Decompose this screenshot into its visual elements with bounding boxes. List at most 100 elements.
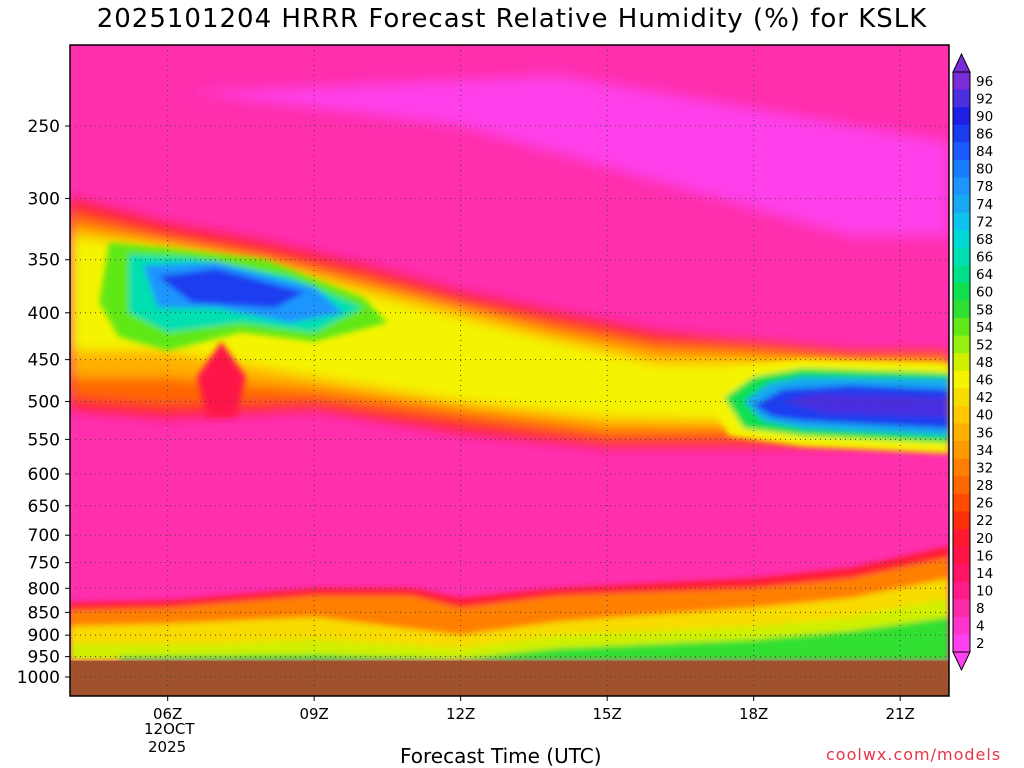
colorbar-swatch [953, 564, 970, 583]
colorbar-label: 86 [976, 127, 993, 143]
colorbar-label: 40 [976, 408, 993, 424]
ground-below-surface [70, 660, 949, 696]
y-axis: 250 300 350 400 450 500 550 600 650 700 750 800 850 9… [17, 117, 70, 688]
colorbar-top-arrow [952, 52, 971, 73]
colorbar-label: 84 [976, 144, 993, 160]
y-tick-label: 250 [28, 117, 60, 137]
colorbar-swatch [953, 124, 970, 143]
colorbar-label: 78 [976, 179, 993, 195]
colorbar-label: 92 [976, 91, 993, 107]
colorbar-frame [952, 71, 971, 653]
colorbar-swatch [953, 476, 970, 495]
x-axis: 06Z 09Z 12Z 15Z 18Z 21Z [153, 696, 915, 723]
colorbar: 9692908684807874726866646058545248464240… [952, 52, 993, 672]
colorbar-label: 74 [976, 197, 993, 213]
x-tick-label: 15Z [592, 705, 621, 723]
colorbar-swatch [953, 546, 970, 565]
rh-field [70, 45, 949, 696]
colorbar-label: 10 [976, 583, 993, 599]
y-tick-label: 800 [28, 579, 60, 599]
colorbar-label: 22 [976, 513, 993, 529]
colorbar-label: 8 [976, 601, 985, 617]
colorbar-swatch [953, 528, 970, 548]
x-tick-label: 06Z [153, 705, 182, 723]
plot-frame [69, 44, 950, 697]
date-label-day: 12OCT [144, 720, 195, 738]
colorbar-swatch [953, 335, 970, 354]
colorbar-swatch [953, 247, 970, 266]
page-title: 2025101204 HRRR Forecast Relative Humidi… [96, 4, 928, 34]
colorbar-label: 66 [976, 250, 993, 266]
colorbar-swatch [953, 599, 970, 618]
y-tick-label: 750 [28, 554, 60, 574]
colorbar-swatch [953, 634, 970, 653]
y-tick-label: 350 [28, 251, 60, 271]
colorbar-label: 26 [976, 496, 993, 512]
colorbar-swatch [953, 441, 970, 460]
colorbar-swatch [953, 177, 970, 196]
credit-link[interactable]: coolwx.com/models [826, 745, 1002, 764]
colorbar-label: 46 [976, 373, 993, 389]
x-axis-title: Forecast Time (UTC) [400, 744, 602, 768]
colorbar-label: 36 [976, 425, 993, 441]
colorbar-swatch [953, 265, 970, 284]
colorbar-swatch [953, 493, 970, 512]
colorbar-label: 16 [976, 548, 993, 564]
colorbar-swatch [953, 159, 970, 178]
x-tick-label: 09Z [299, 705, 328, 723]
colorbar-swatch [953, 423, 970, 442]
colorbar-label: 32 [976, 460, 993, 476]
colorbar-label: 2 [976, 636, 985, 652]
colorbar-label: 14 [976, 566, 993, 582]
colorbar-swatch [953, 353, 970, 372]
colorbar-swatch [953, 405, 970, 425]
upper-dry-band [192, 75, 949, 237]
colorbar-label: 80 [976, 162, 993, 178]
colorbar-label: 28 [976, 478, 993, 494]
colorbar-swatch [953, 89, 970, 108]
y-tick-label: 300 [28, 189, 60, 209]
colorbar-label: 4 [976, 619, 985, 635]
colorbar-swatch [953, 511, 970, 530]
x-tick-label: 12Z [446, 705, 475, 723]
grid-lines [70, 45, 949, 696]
colorbar-swatch [953, 282, 970, 301]
midlevel-moist-core [704, 359, 949, 454]
colorbar-label: 48 [976, 355, 993, 371]
colorbar-label: 72 [976, 214, 993, 230]
colorbar-label: 96 [976, 74, 993, 90]
y-tick-label: 500 [28, 393, 60, 413]
colorbar-label: 60 [976, 285, 993, 301]
colorbar-label: 52 [976, 337, 993, 353]
colorbar-label: 68 [976, 232, 993, 248]
upper-moist-core [99, 242, 388, 351]
colorbar-label: 90 [976, 109, 993, 125]
y-tick-label: 900 [28, 626, 60, 646]
colorbar-swatch [953, 388, 970, 407]
y-tick-label: 600 [28, 465, 60, 485]
y-tick-label: 400 [28, 304, 60, 324]
colorbar-swatch [953, 458, 970, 477]
low-level-moist-layer [70, 546, 949, 661]
y-tick-label: 950 [28, 648, 60, 668]
y-tick-label: 850 [28, 603, 60, 623]
colorbar-swatch [953, 300, 970, 319]
colorbar-swatch [953, 107, 970, 126]
y-tick-label: 700 [28, 526, 60, 546]
colorbar-label: 34 [976, 443, 993, 459]
colorbar-label: 64 [976, 267, 993, 283]
colorbar-label: 58 [976, 302, 993, 318]
colorbar-label: 20 [976, 531, 993, 547]
y-tick-label: 1000 [17, 668, 60, 688]
colorbar-label: 42 [976, 390, 993, 406]
date-label-year: 2025 [148, 738, 187, 756]
colorbar-swatch [953, 616, 970, 635]
colorbar-swatch [953, 370, 970, 389]
y-tick-label: 650 [28, 497, 60, 517]
colorbar-swatch [953, 212, 970, 231]
colorbar-swatch [953, 230, 970, 249]
colorbar-swatch [953, 581, 970, 600]
y-tick-label: 450 [28, 351, 60, 371]
colorbar-swatch [953, 72, 970, 91]
